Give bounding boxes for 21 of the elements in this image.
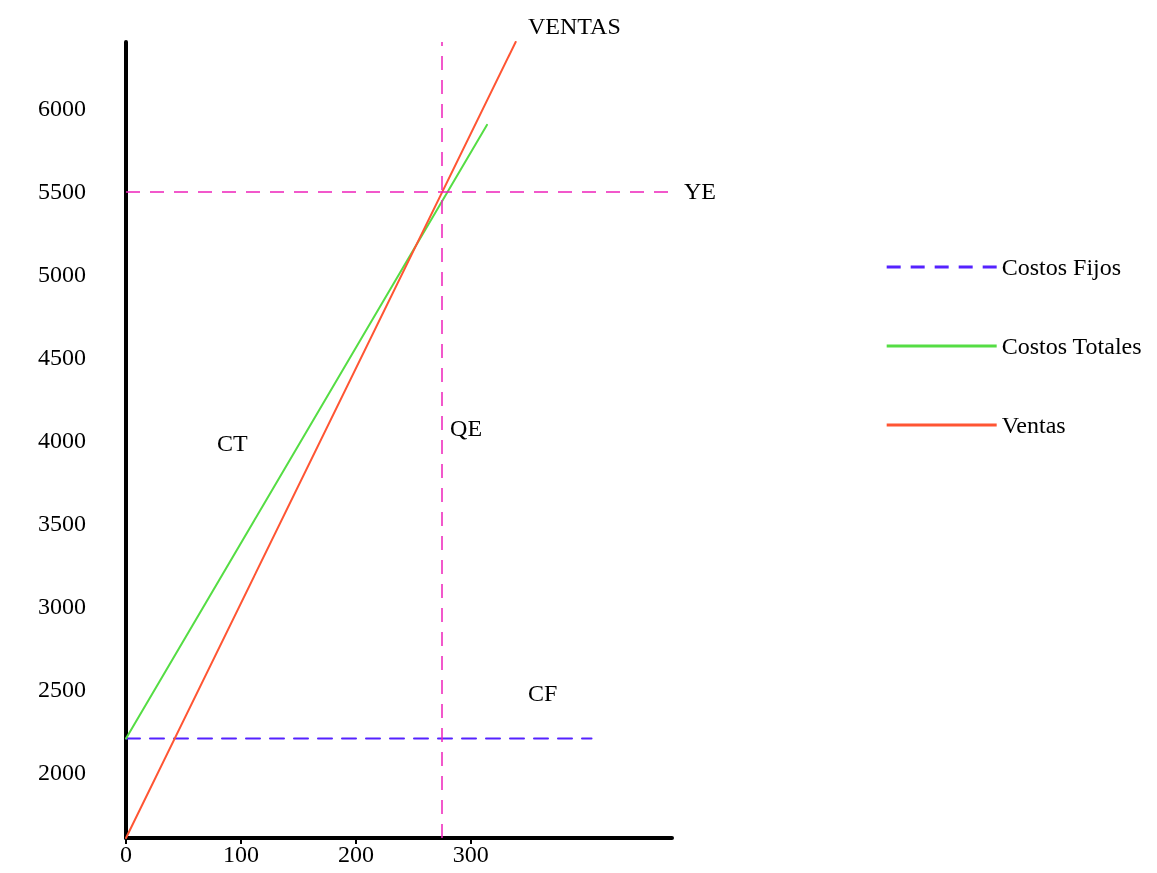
y-tick-label: 4000: [38, 427, 86, 453]
legend-label: Costos Fijos: [1001, 254, 1122, 280]
y-tick-label: 6000: [38, 95, 86, 122]
x-tick-label: 300: [452, 841, 489, 867]
y-tick-label: 3500: [38, 509, 86, 536]
legend-label: Ventas: [1001, 412, 1066, 438]
y-tick-label: 4500: [38, 344, 86, 371]
annotation: CT: [217, 430, 249, 456]
annotation: CF: [528, 680, 558, 706]
ref-line-label: YE: [684, 178, 716, 205]
text: VENTAS: [528, 13, 621, 39]
y-tick-label: 5000: [38, 261, 86, 288]
legend-label: Costos Totales: [1001, 333, 1142, 359]
y-tick-label: 2500: [38, 675, 86, 702]
x-tick-label: 0: [120, 841, 132, 867]
y-tick-label: 3000: [38, 592, 86, 619]
x-tick-label: 200: [337, 841, 374, 867]
ref-line-label: QE: [450, 415, 483, 441]
y-tick-label: 5500: [38, 178, 86, 205]
y-tick-label: 2000: [38, 758, 86, 785]
x-tick-label: 100: [222, 841, 259, 867]
